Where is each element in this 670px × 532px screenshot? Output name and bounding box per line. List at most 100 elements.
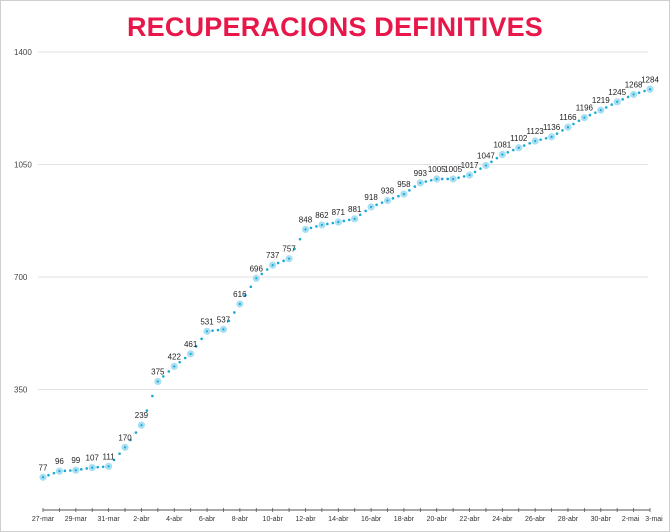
connector-dot: [544, 136, 548, 140]
connector-dot: [364, 209, 367, 213]
data-label: 918: [364, 193, 378, 202]
data-point-center: [599, 109, 602, 112]
connector-dot: [588, 113, 592, 117]
connector-dot: [555, 132, 559, 135]
connector-dot: [167, 370, 171, 373]
connector-dot: [637, 91, 641, 95]
connector-dot: [397, 194, 400, 198]
data-point-center: [156, 380, 159, 383]
connector-dot: [594, 111, 597, 114]
x-tick-label: 29-mar: [65, 516, 88, 523]
connector-dot: [522, 144, 526, 147]
connector-dot: [528, 141, 531, 145]
connector-dot: [429, 178, 433, 182]
data-point-center: [452, 177, 455, 181]
data-point-center: [287, 257, 291, 260]
data-label: 1081: [493, 141, 511, 150]
data-label: 938: [381, 187, 395, 196]
data-point-center: [123, 446, 127, 449]
connector-dot: [604, 106, 608, 109]
connector-dot: [194, 345, 198, 348]
data-point-center: [370, 205, 373, 209]
data-label: 239: [135, 411, 149, 420]
connector-dot: [233, 311, 236, 314]
data-point-center: [402, 192, 406, 196]
data-point-center: [468, 174, 471, 177]
connector-dot: [495, 156, 499, 160]
x-tick-label: 14-abr: [328, 516, 349, 523]
data-point-center: [632, 93, 635, 96]
x-tick-label: 8-abr: [232, 516, 249, 523]
chart-title: RECUPERACIONS DEFINITIVES: [126, 12, 544, 42]
connector-dot: [101, 465, 105, 469]
data-label: 1123: [527, 127, 545, 136]
connector-dot: [118, 452, 121, 455]
connector-dot: [326, 222, 329, 226]
connector-dot: [610, 103, 614, 106]
connector-dot: [626, 95, 630, 99]
x-tick-label: 30-abr: [591, 516, 612, 523]
data-label: 848: [299, 215, 313, 224]
data-point-center: [320, 223, 323, 227]
data-label: 1166: [559, 113, 577, 122]
connector-dot: [293, 247, 296, 251]
data-point-center: [271, 264, 274, 267]
connector-dot: [276, 261, 280, 265]
x-tick-label: 31-mar: [98, 516, 121, 523]
data-label: 1047: [477, 151, 495, 160]
data-label: 757: [282, 245, 296, 254]
data-label: 616: [233, 290, 247, 299]
connector-dot: [462, 175, 466, 178]
connector-dot: [408, 189, 411, 192]
connector-dot: [134, 431, 138, 434]
data-point-center: [222, 328, 225, 331]
y-tick-label: 1050: [14, 161, 32, 170]
data-label: 107: [86, 454, 100, 463]
x-tick-label: 24-abr: [492, 516, 513, 523]
connector-dot: [69, 469, 72, 472]
connector-dot: [457, 176, 460, 179]
data-label: 1102: [510, 134, 528, 143]
connector-dot: [490, 160, 493, 164]
connector-dot: [200, 337, 203, 341]
data-label: 993: [414, 169, 428, 178]
data-label: 1196: [576, 104, 594, 113]
connector-dot: [112, 458, 116, 462]
x-tick-label: 16-abr: [361, 516, 382, 523]
data-point-center: [74, 469, 77, 472]
data-point-center: [353, 217, 356, 220]
connector-dot: [577, 119, 581, 123]
data-label: 375: [151, 367, 165, 376]
data-point-center: [550, 135, 553, 138]
data-label: 461: [184, 340, 198, 349]
connector-dot: [358, 213, 362, 217]
connector-dot: [331, 221, 335, 225]
x-tick-label: 6-abr: [199, 516, 216, 523]
connector-dot: [211, 329, 214, 332]
data-point-center: [419, 181, 422, 184]
data-label: 99: [71, 456, 80, 465]
x-tick-label: 2-mai: [622, 516, 640, 523]
data-point-center: [386, 199, 389, 202]
data-point-center: [435, 177, 438, 181]
connector-dot: [85, 467, 89, 470]
connector-dot: [479, 167, 482, 170]
connector-dot: [561, 129, 564, 132]
x-tick-label: 4-abr: [166, 516, 183, 523]
connector-dot: [52, 471, 56, 475]
data-point-center: [648, 88, 652, 91]
data-point-center: [58, 470, 61, 473]
x-tick-label: 26-abr: [525, 516, 546, 523]
data-label: 77: [39, 463, 48, 472]
x-tick-label: 10-abr: [263, 516, 284, 523]
connector-dot: [96, 465, 99, 469]
data-label: 881: [348, 205, 362, 214]
x-tick-label: 3-mai: [645, 516, 663, 523]
data-label: 537: [217, 315, 231, 324]
connector-dot: [511, 148, 515, 152]
data-point-center: [337, 220, 340, 224]
data-label: 170: [118, 433, 132, 442]
data-label: 1005: [428, 165, 446, 174]
connector-dot: [539, 138, 542, 141]
data-point-center: [173, 365, 176, 368]
